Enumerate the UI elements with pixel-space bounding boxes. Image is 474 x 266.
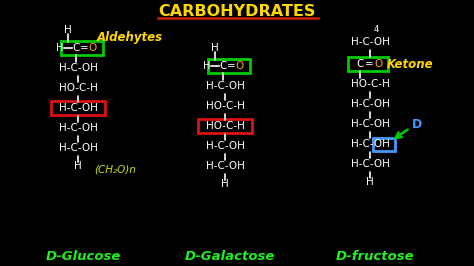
Text: H: H [211,43,219,53]
Text: C: C [73,43,80,53]
Text: H-C-OH: H-C-OH [206,161,245,171]
Bar [208,59,250,73]
Text: D: D [412,118,422,131]
Text: =: = [365,59,374,69]
Text: HO-C-H: HO-C-H [351,79,390,89]
Text: O: O [89,43,97,53]
Text: H-C-OH: H-C-OH [351,139,390,149]
Bar [198,119,252,133]
Text: H: H [64,25,72,35]
Text: C: C [219,61,227,71]
Text: H-C-OH: H-C-OH [351,99,390,109]
Text: HO-C-H: HO-C-H [59,83,98,93]
Text: D-Glucose: D-Glucose [46,250,121,263]
Text: C: C [356,59,364,69]
Text: H: H [203,61,210,71]
Text: HO-C-H: HO-C-H [206,101,245,111]
Text: H: H [56,43,64,53]
Text: H-C-OH: H-C-OH [206,81,245,91]
Text: D-fructose: D-fructose [336,250,414,263]
Text: H-C-OH: H-C-OH [59,123,98,133]
Text: 4: 4 [374,26,379,35]
Text: Aldehytes: Aldehytes [97,31,163,44]
Text: O: O [236,61,244,71]
Text: H-C-OH: H-C-OH [351,37,390,47]
Text: D-Galactose: D-Galactose [185,250,275,263]
Text: =: = [227,61,236,71]
Text: (CH₂O)n: (CH₂O)n [94,165,136,175]
Bar [51,101,105,115]
Bar [61,41,103,55]
Text: H-C-OH: H-C-OH [351,119,390,129]
Text: H: H [74,161,82,171]
Text: H-C-OH: H-C-OH [206,141,245,151]
Text: HO-C-H: HO-C-H [206,121,245,131]
Text: H: H [221,179,229,189]
Bar [348,57,388,71]
Text: H-C-OH: H-C-OH [351,159,390,169]
Text: H-C-OH: H-C-OH [59,103,98,113]
Text: O: O [375,59,383,69]
Text: Ketone: Ketone [387,57,433,70]
Bar [373,138,395,151]
Text: H-C-OH: H-C-OH [59,143,98,153]
Text: CARBOHYDRATES: CARBOHYDRATES [158,3,316,19]
Text: H: H [366,177,374,187]
Text: H-C-OH: H-C-OH [59,63,98,73]
Text: =: = [80,43,88,53]
